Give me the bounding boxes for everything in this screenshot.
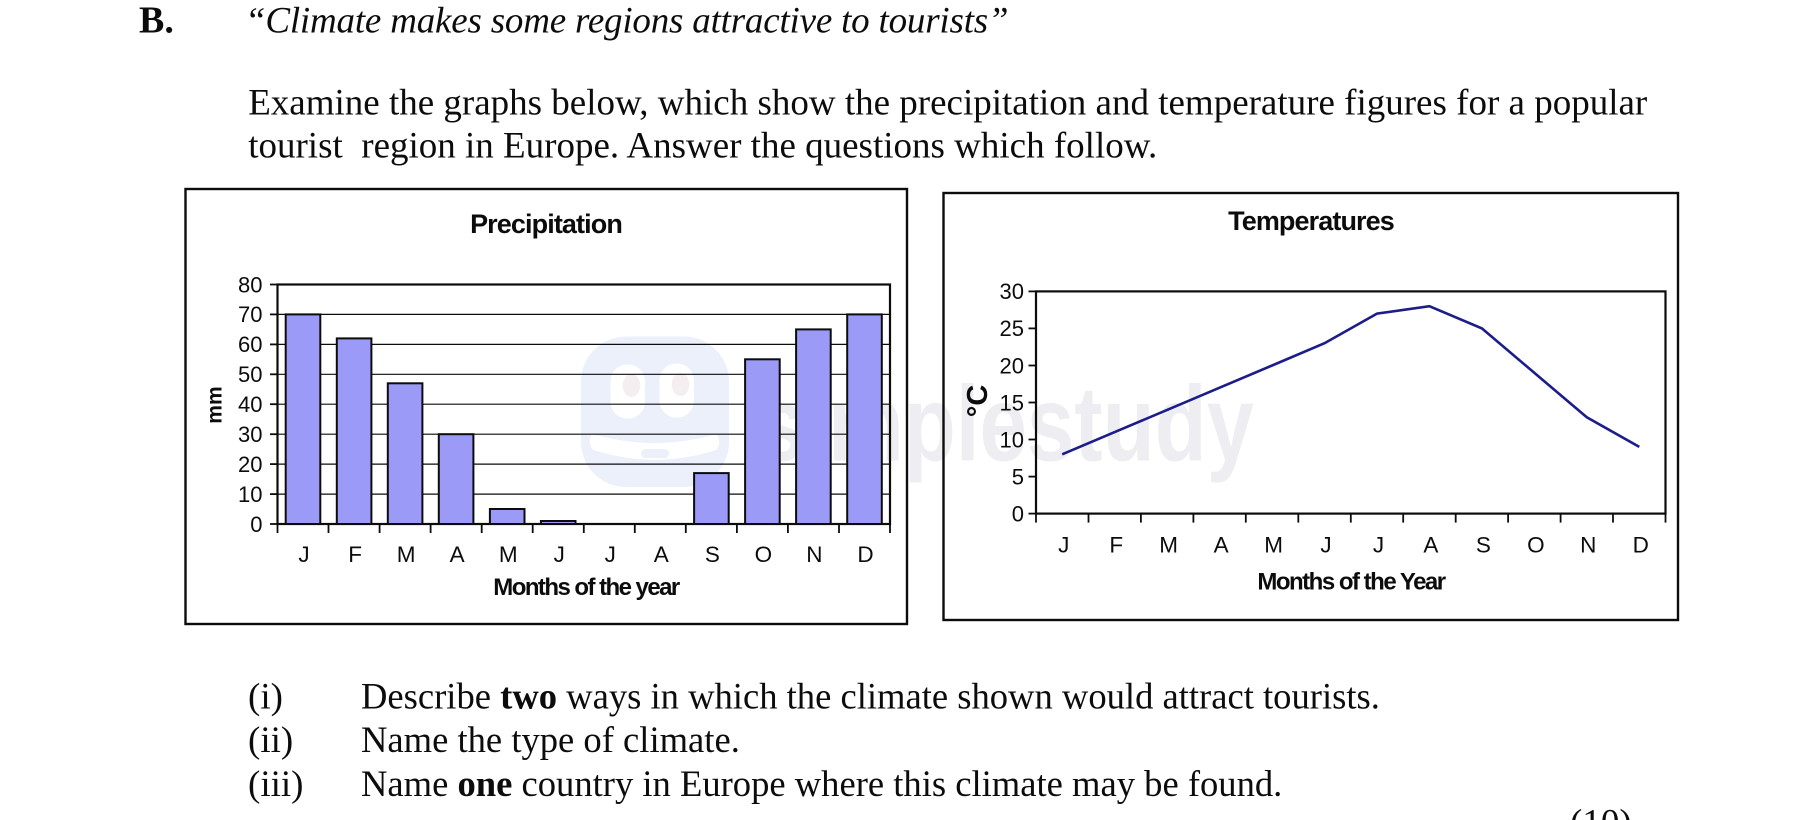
svg-text:D: D bbox=[857, 542, 873, 567]
svg-text:(ii): (ii) bbox=[248, 720, 293, 761]
svg-text:5: 5 bbox=[1012, 464, 1024, 489]
svg-text:M: M bbox=[1159, 533, 1178, 558]
svg-text:80: 80 bbox=[238, 272, 262, 297]
svg-text:0: 0 bbox=[1012, 501, 1024, 526]
svg-text:15: 15 bbox=[1000, 390, 1024, 415]
svg-text:10: 10 bbox=[238, 482, 262, 507]
svg-text:°C: °C bbox=[962, 385, 994, 418]
svg-text:O: O bbox=[1527, 533, 1545, 558]
svg-text:N: N bbox=[1580, 533, 1596, 558]
svg-text:S: S bbox=[705, 542, 720, 567]
svg-text:0: 0 bbox=[250, 512, 262, 537]
svg-text:50: 50 bbox=[238, 362, 262, 387]
svg-text:A: A bbox=[1423, 533, 1438, 558]
svg-text:30: 30 bbox=[1000, 279, 1024, 304]
svg-text:70: 70 bbox=[238, 302, 262, 327]
svg-text:tourist region in Europe. Ans: tourist region in Europe. Answer the que… bbox=[248, 125, 1157, 166]
svg-text:Months of the Year: Months of the Year bbox=[1257, 569, 1445, 596]
svg-text:20: 20 bbox=[238, 452, 262, 477]
svg-text:J: J bbox=[1058, 533, 1069, 558]
svg-text:Temperatures: Temperatures bbox=[1228, 206, 1394, 236]
svg-text:A: A bbox=[654, 542, 669, 567]
svg-text:(10): (10) bbox=[1570, 803, 1632, 820]
svg-text:B.: B. bbox=[139, 0, 174, 42]
svg-text:Name one country in Europe whe: Name one country in Europe where this cl… bbox=[361, 763, 1282, 804]
svg-text:Describe two ways in which the: Describe two ways in which the climate s… bbox=[361, 676, 1380, 717]
svg-text:J: J bbox=[605, 542, 616, 567]
svg-text:Months of the year: Months of the year bbox=[493, 574, 680, 601]
svg-text:S: S bbox=[1476, 533, 1491, 558]
svg-text:20: 20 bbox=[1000, 353, 1024, 378]
svg-text:F: F bbox=[348, 542, 362, 567]
svg-text:A: A bbox=[450, 542, 465, 567]
svg-text:M: M bbox=[499, 542, 518, 567]
svg-text:F: F bbox=[1109, 533, 1123, 558]
svg-text:M: M bbox=[1264, 533, 1283, 558]
svg-text:M: M bbox=[397, 542, 416, 567]
svg-text:mm: mm bbox=[204, 386, 227, 423]
svg-text:J: J bbox=[298, 542, 309, 567]
svg-text:D: D bbox=[1633, 533, 1649, 558]
svg-text:“Climate makes some regions at: “Climate makes some regions attractive t… bbox=[245, 1, 1008, 42]
svg-text:J: J bbox=[1373, 533, 1384, 558]
svg-text:N: N bbox=[806, 542, 822, 567]
svg-text:J: J bbox=[1320, 533, 1331, 558]
svg-text:A: A bbox=[1214, 533, 1229, 558]
svg-text:30: 30 bbox=[238, 422, 262, 447]
svg-text:40: 40 bbox=[238, 392, 262, 417]
svg-text:(iii): (iii) bbox=[248, 764, 303, 805]
svg-text:Examine the graphs below, whic: Examine the graphs below, which show the… bbox=[248, 82, 1647, 123]
svg-text:10: 10 bbox=[1000, 427, 1024, 452]
svg-text:Name the type of climate.: Name the type of climate. bbox=[361, 719, 740, 760]
svg-text:Precipitation: Precipitation bbox=[470, 209, 622, 239]
svg-text:(i): (i) bbox=[248, 677, 283, 718]
svg-text:60: 60 bbox=[238, 332, 262, 357]
svg-text:25: 25 bbox=[1000, 316, 1024, 341]
svg-text:O: O bbox=[755, 542, 773, 567]
svg-text:J: J bbox=[554, 542, 565, 567]
